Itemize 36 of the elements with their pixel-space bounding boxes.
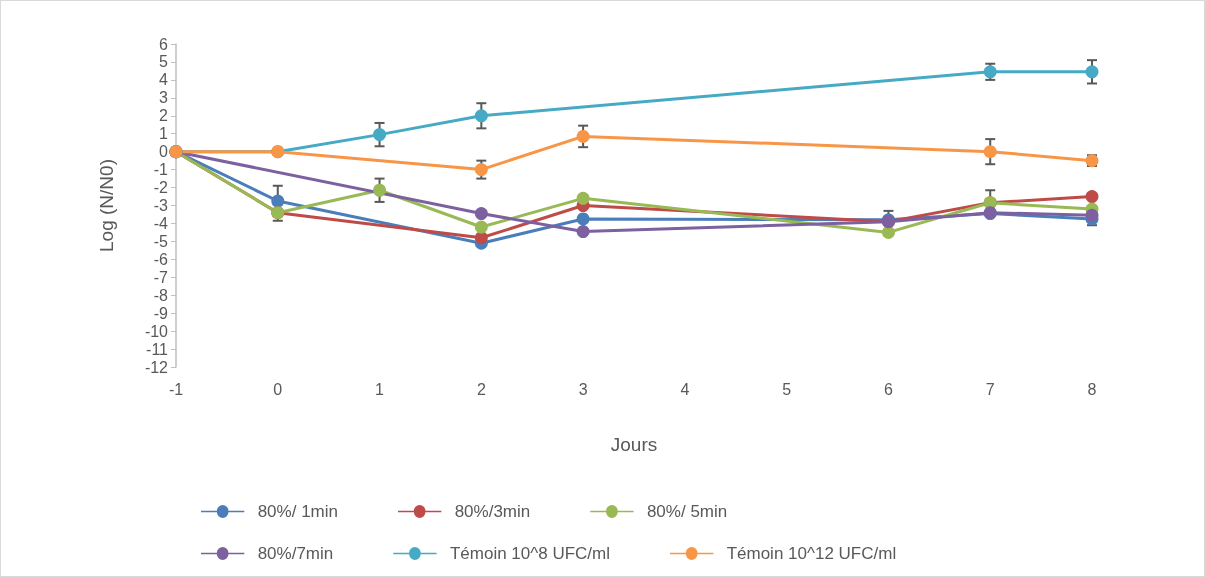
y-tick-label: 5 [159,53,169,71]
y-tick-label: -12 [144,358,169,376]
y-tick-label: 6 [159,35,169,53]
y-tick-label: -9 [153,304,169,322]
y-tick-label: -2 [153,179,169,197]
y-tick-label: -4 [153,214,169,232]
legend-label: Témoin 10^12 UFC/ml [726,544,897,563]
x-tick-label: 3 [578,380,588,398]
x-tick-label: 2 [476,380,486,398]
x-axis-title: Jours [610,434,658,455]
x-tick-label: 4 [680,380,690,398]
x-tick-label: 8 [1087,380,1097,398]
y-axis-title: Log (N/N0) [96,159,117,252]
legend-label: 80%/ 1min [257,502,338,521]
y-tick-label: 0 [159,143,169,161]
y-tick-label: 3 [159,89,169,107]
legend-label: Témoin 10^8 UFC/ml [449,544,611,563]
x-tick-label: 5 [782,380,792,398]
y-tick-label: -3 [153,197,169,214]
y-tick-label: 1 [159,125,169,143]
x-tick-label: 7 [985,380,995,398]
y-tick-label: -5 [153,232,169,250]
x-tick-label: 6 [883,380,893,398]
y-tick-label: -11 [146,340,169,358]
y-tick-label: 4 [159,71,169,89]
y-tick-label: -6 [153,250,169,268]
legend-label: 80%/7min [257,544,334,563]
y-tick-label: -10 [144,322,169,340]
x-tick-label: 1 [375,380,385,398]
y-tick-label: -1 [153,161,169,179]
x-tick-label: 0 [273,380,283,398]
legend-label: 80%/ 5min [646,502,728,521]
y-tick-label: -7 [153,268,169,286]
y-tick-label: -8 [153,286,169,304]
legend-label: 80%/3min [454,502,531,521]
y-tick-label: 2 [159,107,169,125]
